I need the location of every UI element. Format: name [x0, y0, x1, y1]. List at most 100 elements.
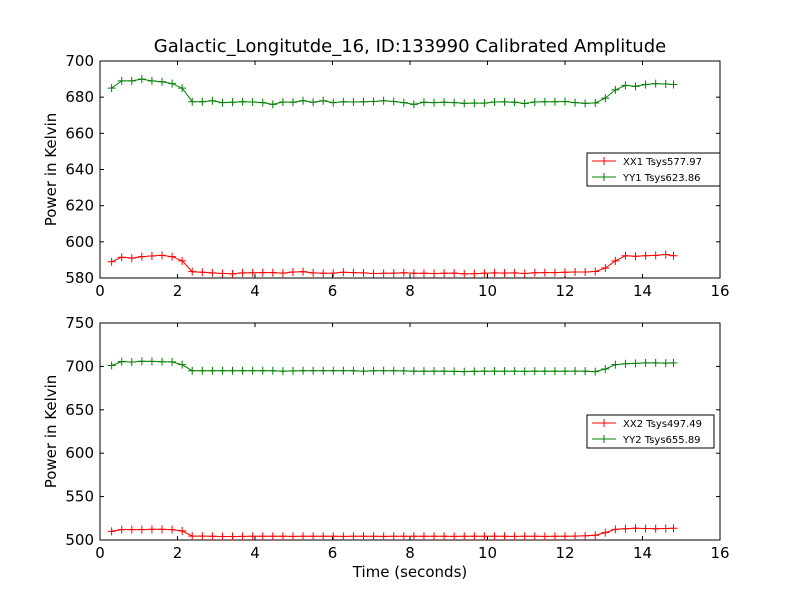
legend-box: [586, 152, 721, 187]
data-point-marker: [389, 532, 398, 541]
data-point-marker: [631, 359, 640, 368]
data-point-marker: [561, 268, 569, 277]
data-point-marker: [198, 268, 207, 277]
data-point-marker: [621, 251, 630, 260]
data-point-marker: [208, 268, 217, 277]
y-axis-label: Power in Kelvin: [42, 113, 60, 227]
data-point-marker: [430, 269, 439, 278]
data-point-marker: [631, 524, 640, 533]
data-point-marker: [641, 251, 650, 260]
data-point-marker: [450, 98, 459, 107]
x-tick-label: 14: [633, 282, 652, 300]
data-point-marker: [510, 98, 519, 107]
x-tick-label: 6: [328, 282, 338, 300]
data-point-marker: [299, 96, 308, 105]
data-point-marker: [379, 269, 388, 278]
data-point-marker: [248, 268, 257, 277]
x-tick-label: 4: [250, 282, 260, 300]
data-point-marker: [661, 250, 670, 259]
data-point-marker: [158, 525, 166, 534]
data-point-marker: [490, 367, 499, 376]
legend-entry-label: XX1 Tsys577.97: [623, 157, 702, 168]
data-point-marker: [359, 268, 368, 277]
data-point-marker: [480, 269, 489, 278]
data-point-marker: [450, 269, 459, 278]
data-point-marker: [419, 98, 428, 107]
data-point-marker: [611, 360, 620, 369]
bottom-subplot: 0 2 4 6 8 10 12 14 16 500 550 600 650 700 750 Power in …: [42, 314, 730, 562]
data-point-marker: [188, 267, 197, 276]
data-point-marker: [117, 253, 126, 262]
data-point-marker: [601, 365, 610, 374]
data-point-marker: [510, 268, 519, 277]
data-point-marker: [329, 366, 338, 375]
data-point-marker: [198, 532, 207, 541]
data-point-marker: [419, 532, 428, 541]
data-point-marker: [430, 532, 439, 541]
data-point-marker: [369, 269, 378, 278]
data-point-marker: [248, 366, 257, 375]
x-tick-label: 10: [478, 544, 497, 562]
data-point-marker: [137, 525, 146, 534]
data-point-marker: [198, 366, 207, 375]
data-point-marker: [107, 84, 116, 93]
data-point-marker: [550, 97, 559, 106]
data-point-marker: [540, 97, 549, 106]
data-point-marker: [430, 367, 439, 376]
data-point-marker: [440, 269, 449, 278]
data-point-marker: [611, 525, 620, 534]
data-point-marker: [299, 366, 308, 375]
data-point-marker: [591, 98, 600, 107]
data-point-marker: [127, 358, 136, 367]
data-point-marker: [359, 532, 368, 541]
data-point-marker: [228, 269, 237, 278]
y-tick-label: 640: [65, 161, 94, 179]
data-point-marker: [510, 532, 519, 541]
data-point-marker: [500, 269, 509, 278]
data-point-marker: [127, 76, 136, 85]
data-point-marker: [460, 532, 469, 541]
data-point-marker: [571, 532, 580, 541]
data-point-marker: [409, 367, 418, 376]
x-tick-label: 6: [328, 544, 338, 562]
data-point-marker: [117, 357, 126, 366]
data-point-marker: [470, 99, 479, 108]
y-tick-label: 580: [65, 269, 94, 287]
data-point-marker: [669, 358, 678, 367]
data-point-marker: [208, 532, 217, 541]
data-point-marker: [520, 269, 529, 278]
data-point-marker: [601, 264, 610, 273]
data-point-marker: [651, 524, 660, 533]
data-point-marker: [369, 532, 378, 541]
data-point-marker: [288, 268, 297, 277]
data-point-marker: [258, 366, 267, 375]
x-tick-label: 2: [173, 544, 183, 562]
data-point-marker: [419, 269, 428, 278]
data-point-marker: [147, 357, 156, 366]
x-tick-label: 10: [478, 282, 497, 300]
data-point-marker: [208, 96, 217, 105]
data-point-marker: [440, 532, 449, 541]
x-tick-label: 0: [95, 544, 105, 562]
data-point-marker: [651, 251, 660, 260]
data-point-marker: [389, 269, 398, 278]
data-point-marker: [540, 367, 549, 376]
data-point-marker: [561, 97, 569, 106]
y-tick-label: 660: [65, 124, 94, 142]
data-point-marker: [168, 252, 177, 261]
data-point-marker: [349, 532, 358, 541]
data-point-marker: [127, 254, 136, 263]
data-point-marker: [107, 361, 116, 370]
data-point-marker: [319, 96, 328, 105]
data-point-marker: [621, 524, 630, 533]
data-point-marker: [278, 98, 287, 107]
legend-entry-label: YY1 Tsys623.86: [622, 173, 701, 184]
data-point-marker: [500, 367, 509, 376]
data-point-marker: [268, 366, 277, 375]
data-point-marker: [339, 97, 348, 106]
data-point-marker: [550, 268, 559, 277]
y-tick-label: 700: [65, 357, 94, 375]
y-tick-label: 600: [65, 233, 94, 251]
data-point-marker: [309, 98, 318, 107]
